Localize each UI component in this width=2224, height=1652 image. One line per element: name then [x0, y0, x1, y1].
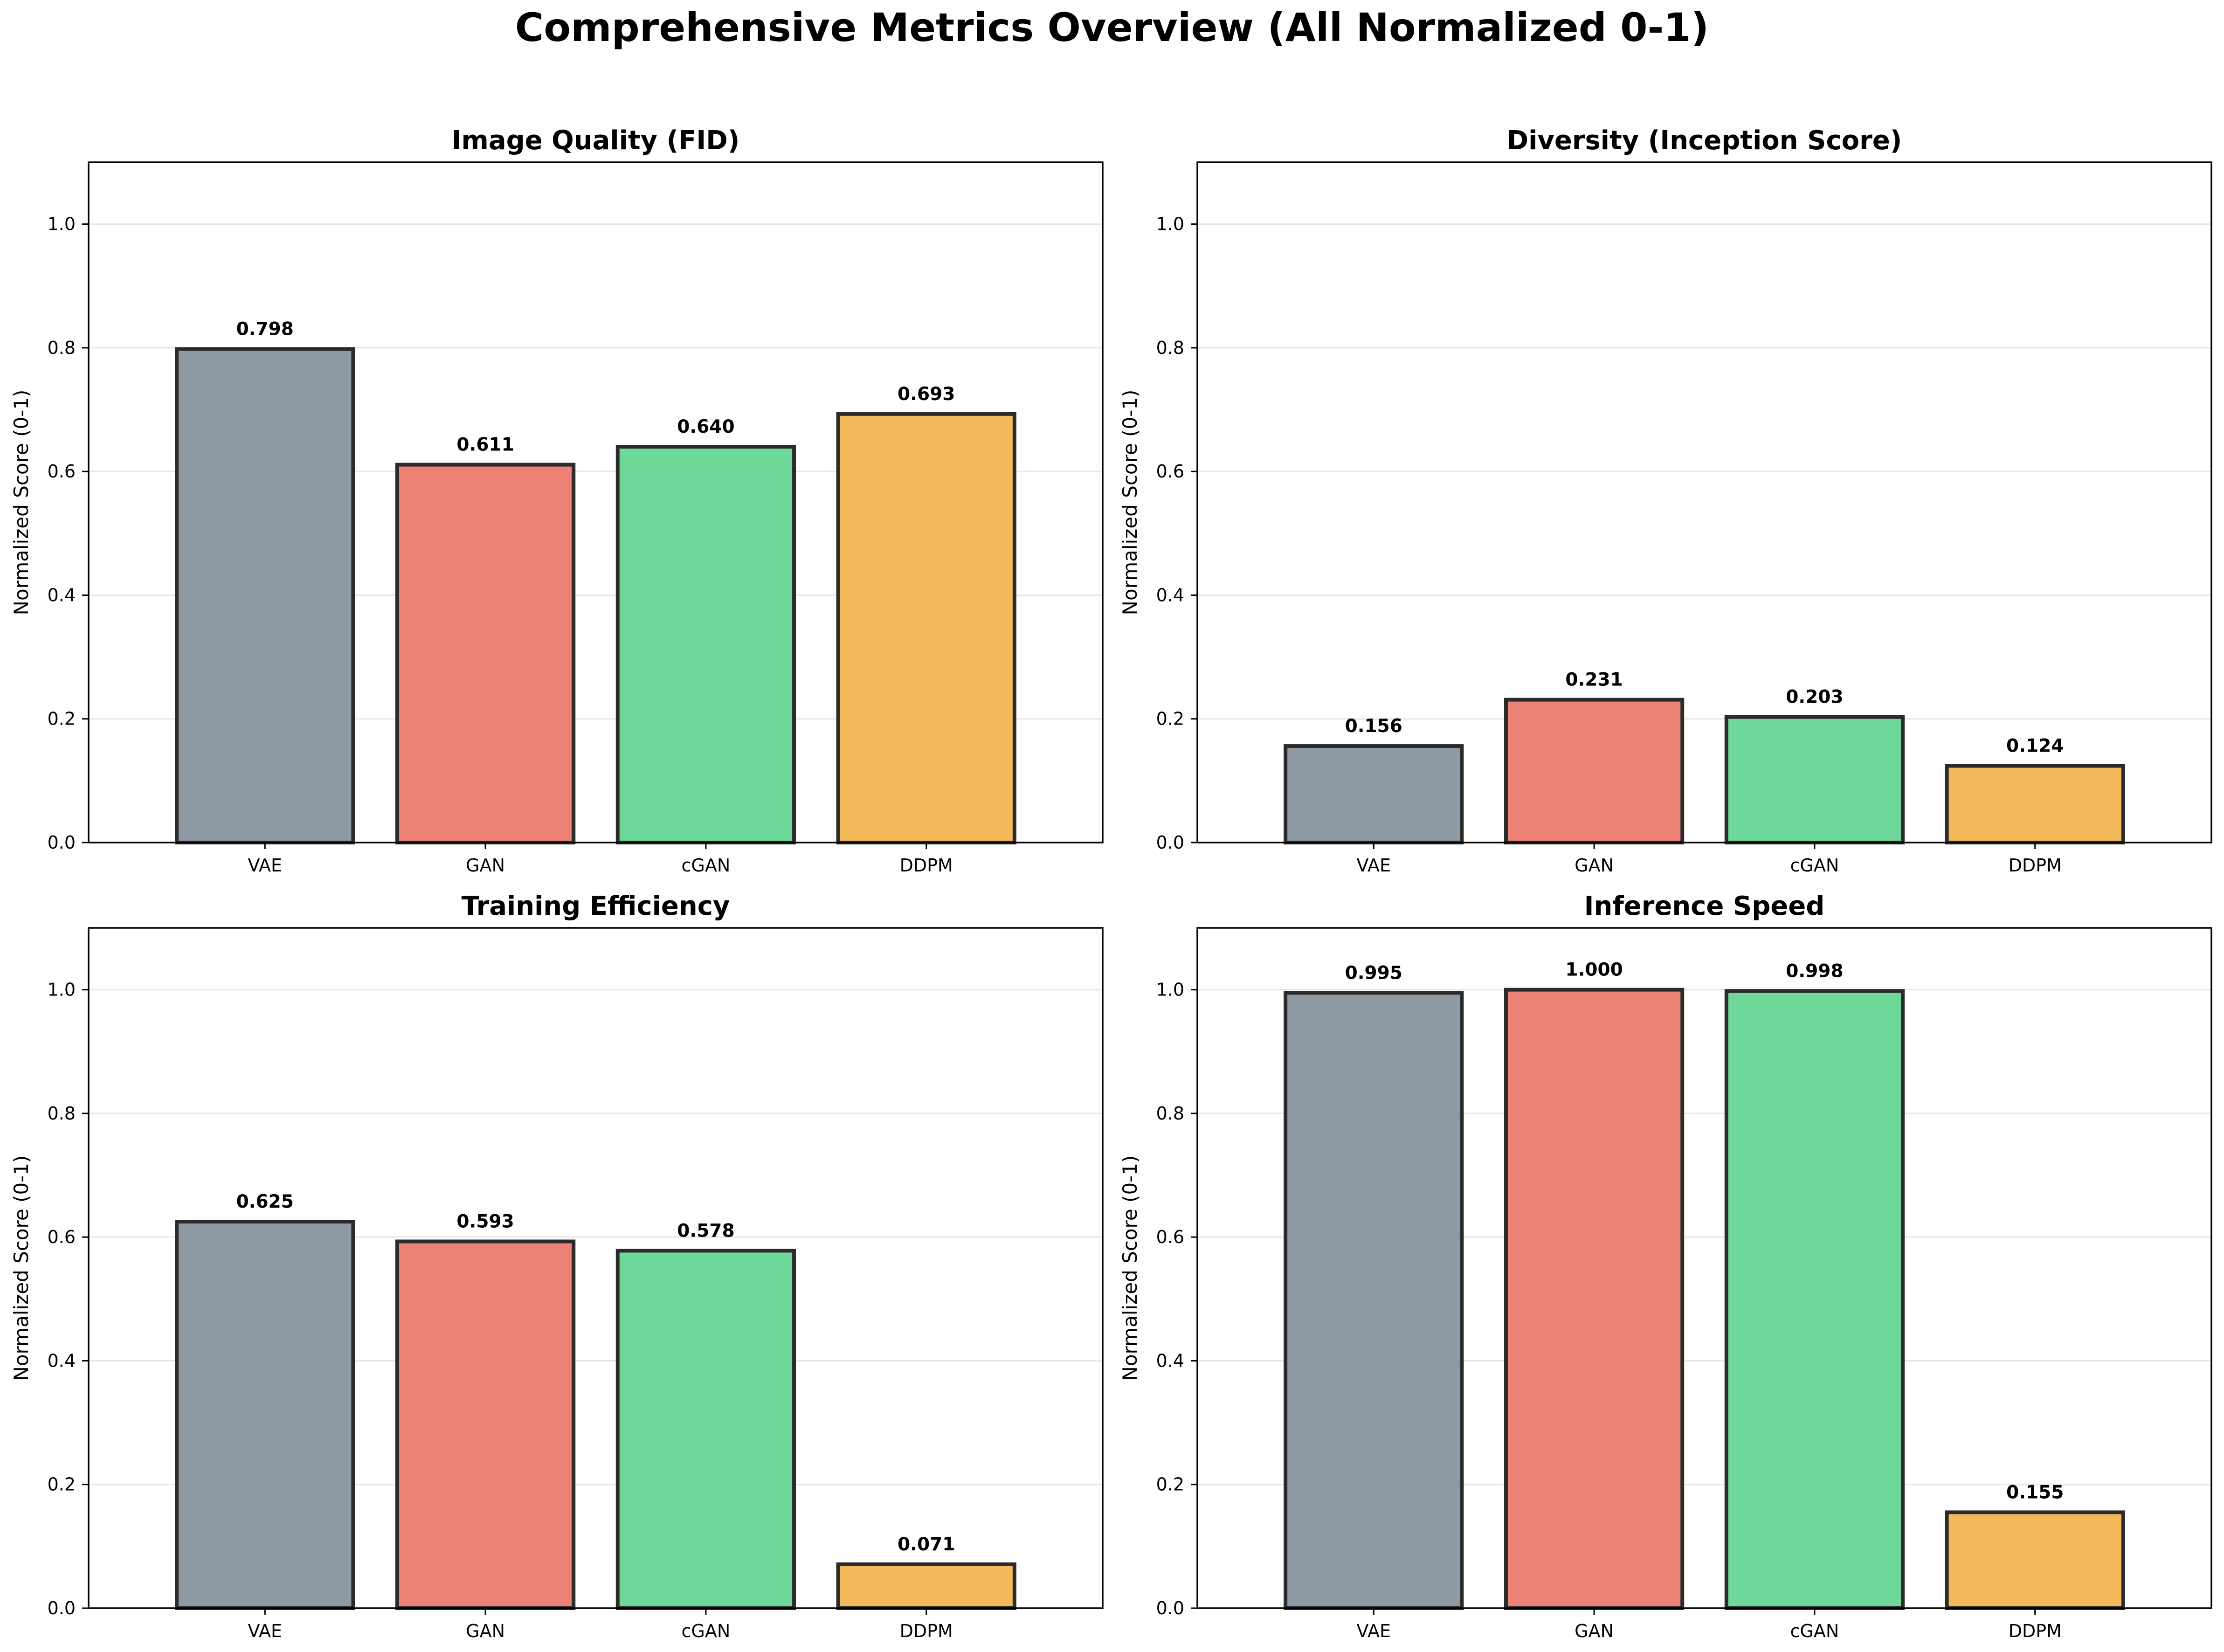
y-tick-label: 0.0	[48, 1598, 76, 1618]
y-tick-label: 0.8	[1156, 1103, 1184, 1124]
axes-frame	[1196, 927, 2212, 1609]
panel-title: Inference Speed	[1584, 891, 1825, 921]
value-label-ddpm: 0.693	[898, 384, 955, 405]
value-label-vae: 0.156	[1345, 716, 1402, 737]
panel-2: 0.156 VAE 0.231 GAN 0.203 cGAN 0.124 DDPM 0.0 0.2…	[1119, 125, 2212, 876]
y-tick-label: 0.2	[48, 709, 76, 729]
axes-frame	[1196, 161, 2212, 843]
y-tick-label: 0.0	[1156, 832, 1184, 853]
panel-4: 0.995 VAE 1.000 GAN 0.998 cGAN 0.155 DDPM 0.0 0.2…	[1119, 891, 2212, 1641]
y-tick-label: 0.4	[48, 1350, 76, 1371]
y-tick-label: 0.4	[48, 585, 76, 605]
x-tick-label-ddpm: DDPM	[900, 1621, 953, 1641]
bar-ddpm	[836, 1562, 1016, 1610]
value-label-gan: 0.231	[1565, 670, 1623, 691]
y-tick-label: 0.6	[48, 1227, 76, 1247]
panel-title: Training Efficiency	[462, 891, 730, 921]
y-axis-label: Normalized Score (0-1)	[1119, 1155, 1141, 1381]
y-tick-label: 1.0	[48, 214, 76, 235]
panel-3: 0.625 VAE 0.593 GAN 0.578 cGAN 0.071 DDPM 0.0 0.2…	[10, 891, 1104, 1641]
value-label-ddpm: 0.155	[2006, 1482, 2064, 1503]
x-tick-label-cgan: cGAN	[1790, 855, 1839, 876]
value-label-cgan: 0.640	[677, 416, 734, 437]
y-tick-label: 0.8	[1156, 338, 1184, 358]
x-tick-label-gan: GAN	[1575, 1621, 1614, 1641]
y-axis-label: Normalized Score (0-1)	[10, 390, 33, 615]
value-label-gan: 0.611	[456, 435, 514, 456]
value-label-gan: 1.000	[1565, 960, 1623, 981]
value-label-vae: 0.798	[236, 319, 294, 340]
bar-cgan	[1724, 989, 1905, 1610]
y-tick-label: 0.2	[1156, 709, 1184, 729]
x-tick-label-gan: GAN	[1575, 855, 1614, 876]
bar-gan	[395, 463, 576, 844]
panel-title: Diversity (Inception Score)	[1507, 125, 1902, 156]
value-label-gan: 0.593	[456, 1211, 514, 1232]
bar-vae	[175, 1220, 355, 1610]
y-tick-label: 1.0	[1156, 980, 1184, 1000]
bar-ddpm	[836, 412, 1016, 844]
bar-ddpm	[1945, 764, 2125, 844]
y-tick-label: 0.4	[1156, 585, 1184, 605]
bar-vae	[1284, 744, 1464, 844]
x-tick-label-ddpm: DDPM	[2009, 1621, 2062, 1641]
value-label-cgan: 0.203	[1786, 687, 1843, 708]
y-tick-label: 0.4	[1156, 1350, 1184, 1371]
y-tick-label: 0.2	[1156, 1474, 1184, 1495]
y-tick-label: 1.0	[1156, 214, 1184, 235]
y-tick-label: 0.0	[1156, 1598, 1184, 1618]
x-tick-label-vae: VAE	[248, 855, 282, 876]
bar-gan	[1504, 698, 1685, 844]
axes-frame	[88, 927, 1104, 1609]
y-tick-label: 0.8	[48, 1103, 76, 1124]
figure-title: Comprehensive Metrics Overview (All Norm…	[515, 5, 1709, 50]
value-label-cgan: 0.578	[677, 1220, 734, 1241]
bar-gan	[395, 1239, 576, 1610]
bar-vae	[175, 347, 355, 845]
bar-cgan	[1724, 715, 1905, 844]
y-axis-label: Normalized Score (0-1)	[10, 1155, 33, 1381]
x-tick-label-vae: VAE	[1356, 855, 1391, 876]
bar-cgan	[615, 445, 796, 844]
y-tick-label: 0.2	[48, 1474, 76, 1495]
bar-cgan	[615, 1249, 796, 1610]
bar-ddpm	[1945, 1510, 2125, 1610]
x-tick-label-vae: VAE	[1356, 1621, 1391, 1641]
bar-vae	[1284, 991, 1464, 1610]
x-tick-label-ddpm: DDPM	[900, 855, 953, 876]
y-tick-label: 0.0	[48, 832, 76, 853]
value-label-vae: 0.995	[1345, 962, 1402, 983]
bar-gan	[1504, 988, 1685, 1611]
y-tick-label: 0.8	[48, 338, 76, 358]
x-tick-label-ddpm: DDPM	[2009, 855, 2062, 876]
y-tick-label: 1.0	[48, 980, 76, 1000]
x-tick-label-cgan: cGAN	[682, 1621, 731, 1641]
x-tick-label-gan: GAN	[466, 855, 505, 876]
y-tick-label: 0.6	[48, 461, 76, 482]
value-label-vae: 0.625	[236, 1191, 294, 1212]
value-label-ddpm: 0.071	[898, 1534, 955, 1555]
x-tick-label-cgan: cGAN	[682, 855, 731, 876]
x-tick-label-cgan: cGAN	[1790, 1621, 1839, 1641]
y-axis-label: Normalized Score (0-1)	[1119, 390, 1141, 615]
panel-title: Image Quality (FID)	[452, 125, 740, 156]
value-label-cgan: 0.998	[1786, 961, 1843, 982]
value-label-ddpm: 0.124	[2006, 736, 2064, 757]
x-tick-label-vae: VAE	[248, 1621, 282, 1641]
panel-1: 0.798 VAE 0.611 GAN 0.640 cGAN 0.693 DDPM 0.0 0.2…	[10, 125, 1104, 876]
y-tick-label: 0.6	[1156, 1227, 1184, 1247]
x-tick-label-gan: GAN	[466, 1621, 505, 1641]
axes-frame	[88, 161, 1104, 843]
y-tick-label: 0.6	[1156, 461, 1184, 482]
